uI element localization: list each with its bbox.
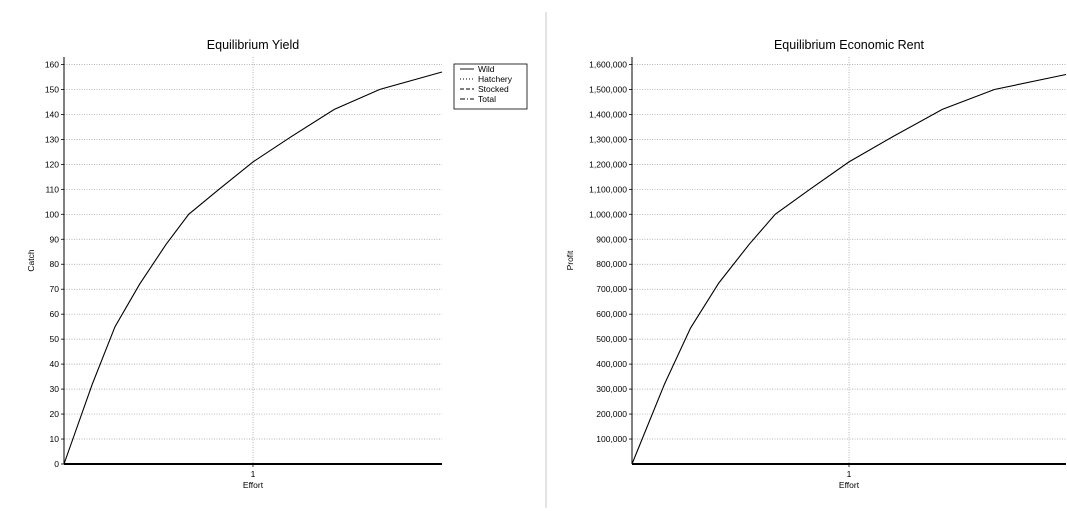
series-line-wild bbox=[63, 71, 443, 465]
y-tick-label: 1,400,000 bbox=[589, 109, 627, 119]
y-axis-label: Profit bbox=[565, 250, 575, 270]
legend-label: Wild bbox=[478, 64, 495, 74]
y-tick-label: 100 bbox=[45, 209, 59, 219]
y-tick-label: 300,000 bbox=[596, 384, 627, 394]
y-tick-label: 0 bbox=[54, 459, 59, 469]
y-tick-label: 1,200,000 bbox=[589, 159, 627, 169]
y-tick-label: 20 bbox=[50, 409, 60, 419]
y-tick-label: 1,500,000 bbox=[589, 84, 627, 94]
y-tick-label: 1,600,000 bbox=[589, 59, 627, 69]
y-tick-label: 120 bbox=[45, 159, 59, 169]
y-tick-label: 70 bbox=[50, 284, 60, 294]
chart-title: Equilibrium Yield bbox=[207, 38, 299, 52]
y-tick-label: 10 bbox=[50, 434, 60, 444]
y-tick-label: 40 bbox=[50, 359, 60, 369]
chart-title: Equilibrium Economic Rent bbox=[774, 38, 925, 52]
y-tick-label: 110 bbox=[45, 184, 59, 194]
y-tick-label: 1,300,000 bbox=[589, 134, 627, 144]
y-tick-label: 140 bbox=[45, 109, 59, 119]
series-line-profit bbox=[631, 73, 1067, 465]
legend-label: Stocked bbox=[478, 84, 509, 94]
y-tick-label: 130 bbox=[45, 134, 59, 144]
x-axis-label: Effort bbox=[839, 480, 860, 490]
x-tick-label: 1 bbox=[251, 469, 256, 479]
y-tick-label: 600,000 bbox=[596, 309, 627, 319]
legend-label: Total bbox=[478, 94, 496, 104]
legend-label: Hatchery bbox=[478, 74, 513, 84]
y-axis-label: Catch bbox=[26, 249, 36, 271]
y-tick-label: 30 bbox=[50, 384, 60, 394]
y-tick-label: 700,000 bbox=[596, 284, 627, 294]
legend-box bbox=[453, 63, 528, 110]
x-axis-label: Effort bbox=[243, 480, 264, 490]
y-tick-label: 1,000,000 bbox=[589, 209, 627, 219]
y-tick-label: 150 bbox=[45, 84, 59, 94]
y-tick-label: 800,000 bbox=[596, 259, 627, 269]
equilibrium-yield-chart: Equilibrium Yield 0 10 20 30 40 50 60 70 80 90 100 1… bbox=[26, 38, 528, 490]
y-tick-label: 500,000 bbox=[596, 334, 627, 344]
y-tick-label: 90 bbox=[50, 234, 60, 244]
y-tick-label: 400,000 bbox=[596, 359, 627, 369]
y-tick-label: 200,000 bbox=[596, 409, 627, 419]
y-tick-label: 160 bbox=[45, 59, 59, 69]
y-tick-label: 80 bbox=[50, 259, 60, 269]
y-tick-label: 1,100,000 bbox=[589, 184, 627, 194]
y-tick-label: 60 bbox=[50, 309, 60, 319]
y-tick-label: 100,000 bbox=[596, 434, 627, 444]
equilibrium-economic-rent-chart: Equilibrium Economic Rent 100,000 200,000 3… bbox=[565, 38, 1067, 490]
y-tick-label: 900,000 bbox=[596, 234, 627, 244]
x-tick-label: 1 bbox=[847, 469, 852, 479]
y-tick-label: 50 bbox=[50, 334, 60, 344]
